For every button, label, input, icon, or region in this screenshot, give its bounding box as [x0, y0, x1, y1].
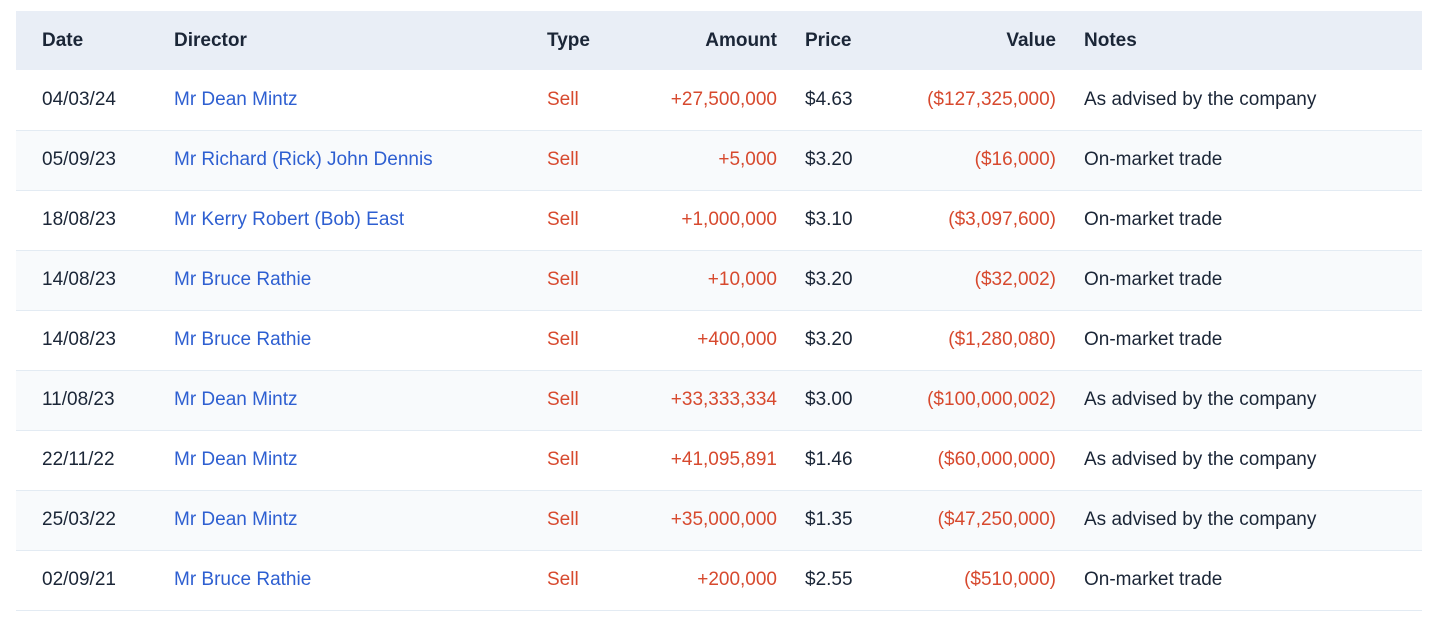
- cell-type: Sell: [547, 88, 579, 110]
- cell-price: $1.46: [805, 449, 853, 470]
- cell-date: 25/03/22: [42, 509, 116, 530]
- table-header: Date Director Type Amount Price Value No…: [16, 11, 1422, 70]
- cell-price: $3.00: [805, 389, 853, 410]
- cell-amount: +27,500,000: [670, 88, 777, 110]
- director-link[interactable]: Mr Dean Mintz: [174, 88, 298, 110]
- table-row: 25/03/22 Mr Dean Mintz Sell +35,000,000 …: [16, 490, 1422, 550]
- cell-director: Mr Bruce Rathie: [160, 250, 533, 310]
- director-transactions-table: Date Director Type Amount Price Value No…: [16, 11, 1422, 611]
- table-row: 04/03/24 Mr Dean Mintz Sell +27,500,000 …: [16, 70, 1422, 130]
- cell-notes: On-market trade: [1084, 149, 1223, 170]
- transactions-table: Date Director Type Amount Price Value No…: [16, 11, 1422, 611]
- cell-notes: On-market trade: [1084, 569, 1223, 590]
- cell-value: ($1,280,080): [948, 329, 1056, 350]
- cell-date: 18/08/23: [42, 209, 116, 230]
- cell-value: ($510,000): [964, 569, 1056, 590]
- cell-price: $1.35: [805, 509, 853, 530]
- column-header-date: Date: [16, 11, 160, 70]
- cell-amount: +5,000: [718, 149, 777, 170]
- table-row: 22/11/22 Mr Dean Mintz Sell +41,095,891 …: [16, 430, 1422, 490]
- cell-amount: +1,000,000: [681, 209, 777, 230]
- cell-type: Sell: [547, 569, 579, 590]
- cell-price: $2.55: [805, 569, 853, 590]
- column-header-value: Value: [865, 11, 1070, 70]
- cell-director: Mr Kerry Robert (Bob) East: [160, 190, 533, 250]
- cell-date: 14/08/23: [42, 329, 116, 350]
- cell-amount: +200,000: [697, 569, 777, 590]
- cell-value: ($32,002): [974, 269, 1056, 290]
- cell-notes: On-market trade: [1084, 269, 1223, 290]
- cell-director: Mr Dean Mintz: [160, 490, 533, 550]
- cell-type: Sell: [547, 209, 579, 230]
- cell-type: Sell: [547, 509, 579, 530]
- cell-type: Sell: [547, 329, 579, 350]
- director-link[interactable]: Mr Dean Mintz: [174, 389, 298, 410]
- table-row: 14/08/23 Mr Bruce Rathie Sell +10,000 $3…: [16, 250, 1422, 310]
- cell-type: Sell: [547, 449, 579, 470]
- column-header-notes: Notes: [1070, 11, 1422, 70]
- cell-director: Mr Bruce Rathie: [160, 550, 533, 610]
- director-link[interactable]: Mr Bruce Rathie: [174, 329, 312, 350]
- cell-amount: +400,000: [697, 329, 777, 350]
- cell-amount: +33,333,334: [670, 389, 777, 410]
- cell-value: ($3,097,600): [948, 209, 1056, 230]
- table-row: 05/09/23 Mr Richard (Rick) John Dennis S…: [16, 130, 1422, 190]
- table-row: 02/09/21 Mr Bruce Rathie Sell +200,000 $…: [16, 550, 1422, 610]
- cell-type: Sell: [547, 149, 579, 170]
- cell-price: $4.63: [805, 88, 853, 110]
- cell-notes: As advised by the company: [1084, 509, 1317, 530]
- cell-value: ($100,000,002): [927, 389, 1056, 410]
- column-header-director: Director: [160, 11, 533, 70]
- cell-notes: As advised by the company: [1084, 449, 1317, 470]
- cell-value: ($16,000): [974, 149, 1056, 170]
- cell-value: ($47,250,000): [937, 509, 1056, 530]
- cell-date: 11/08/23: [42, 389, 115, 410]
- cell-value: ($60,000,000): [937, 449, 1056, 470]
- table-row: 14/08/23 Mr Bruce Rathie Sell +400,000 $…: [16, 310, 1422, 370]
- header-row: Date Director Type Amount Price Value No…: [16, 11, 1422, 70]
- table-row: 18/08/23 Mr Kerry Robert (Bob) East Sell…: [16, 190, 1422, 250]
- cell-price: $3.20: [805, 149, 853, 170]
- cell-amount: +10,000: [707, 269, 777, 290]
- cell-notes: On-market trade: [1084, 329, 1223, 350]
- table-body: 04/03/24 Mr Dean Mintz Sell +27,500,000 …: [16, 70, 1422, 610]
- cell-director: Mr Dean Mintz: [160, 70, 533, 130]
- cell-date: 22/11/22: [42, 449, 115, 470]
- cell-price: $3.20: [805, 269, 853, 290]
- cell-date: 02/09/21: [42, 569, 116, 590]
- cell-notes: On-market trade: [1084, 209, 1223, 230]
- table-row: 11/08/23 Mr Dean Mintz Sell +33,333,334 …: [16, 370, 1422, 430]
- cell-director: Mr Richard (Rick) John Dennis: [160, 130, 533, 190]
- cell-date: 05/09/23: [42, 149, 116, 170]
- cell-price: $3.20: [805, 329, 853, 350]
- director-link[interactable]: Mr Richard (Rick) John Dennis: [174, 149, 433, 170]
- cell-value: ($127,325,000): [927, 88, 1056, 110]
- cell-date: 04/03/24: [42, 88, 116, 110]
- director-link[interactable]: Mr Dean Mintz: [174, 449, 298, 470]
- cell-price: $3.10: [805, 209, 853, 230]
- column-header-price: Price: [791, 11, 865, 70]
- cell-type: Sell: [547, 269, 579, 290]
- director-link[interactable]: Mr Bruce Rathie: [174, 269, 312, 290]
- column-header-amount: Amount: [603, 11, 791, 70]
- cell-director: Mr Dean Mintz: [160, 430, 533, 490]
- director-link[interactable]: Mr Dean Mintz: [174, 509, 298, 530]
- cell-date: 14/08/23: [42, 269, 116, 290]
- cell-director: Mr Dean Mintz: [160, 370, 533, 430]
- cell-amount: +35,000,000: [670, 509, 777, 530]
- cell-amount: +41,095,891: [670, 449, 777, 470]
- cell-director: Mr Bruce Rathie: [160, 310, 533, 370]
- cell-type: Sell: [547, 389, 579, 410]
- cell-notes: As advised by the company: [1084, 88, 1317, 110]
- director-link[interactable]: Mr Bruce Rathie: [174, 569, 312, 590]
- cell-notes: As advised by the company: [1084, 389, 1317, 410]
- director-link[interactable]: Mr Kerry Robert (Bob) East: [174, 209, 405, 230]
- column-header-type: Type: [533, 11, 603, 70]
